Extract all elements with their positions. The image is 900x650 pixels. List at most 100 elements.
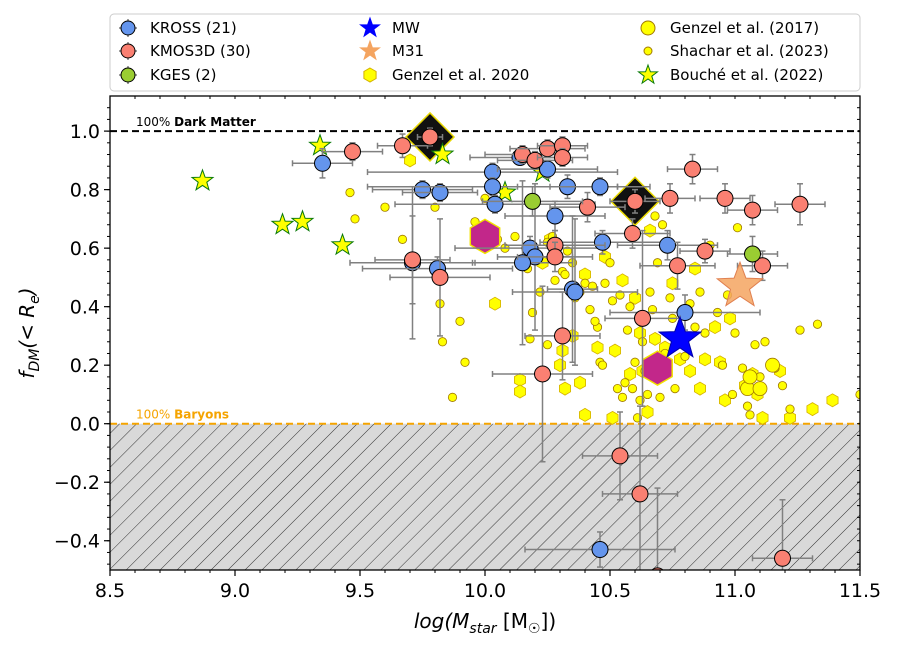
error-point <box>549 191 626 223</box>
data-point <box>404 251 421 269</box>
genzel2020-point <box>709 320 721 335</box>
data-marks <box>190 111 860 570</box>
shachar-point <box>812 319 823 329</box>
shachar-point <box>615 290 625 300</box>
y-tick-label: −0.4 <box>54 531 100 553</box>
genzel2020-point <box>514 384 526 399</box>
baryon-excluded-region <box>110 423 860 570</box>
shachar-point <box>647 304 658 315</box>
shachar-point <box>525 334 535 344</box>
error-point <box>549 177 651 197</box>
error-point <box>511 218 639 366</box>
genzel2020-point <box>624 367 636 381</box>
shachar-point <box>695 287 705 297</box>
genzel2020-point <box>574 375 586 390</box>
shachar-point <box>732 223 743 233</box>
shachar-point <box>585 304 595 315</box>
shachar-point <box>650 211 660 221</box>
x-tick-label: 10.5 <box>589 580 631 602</box>
shachar-point <box>737 363 748 373</box>
data-point <box>484 178 501 196</box>
data-point <box>579 198 596 216</box>
ref-line-label-0: 100% Dark Matter <box>136 115 256 129</box>
legend-marker <box>120 20 136 36</box>
data-point <box>344 143 361 161</box>
genzel2020-point <box>694 381 706 396</box>
shachar-point <box>612 383 623 394</box>
legend-label: KROSS (21) <box>150 19 237 37</box>
data-point <box>669 257 686 275</box>
genzel2020-point <box>641 405 654 419</box>
shachar-point <box>622 325 633 335</box>
shachar-point <box>617 392 628 402</box>
legend-label: Genzel et al. 2020 <box>392 66 529 84</box>
data-point <box>431 268 449 286</box>
legend-frame <box>109 13 861 92</box>
shachar-point <box>760 337 770 347</box>
genzel2020-point <box>826 393 839 408</box>
legend-entry: Bouché et al. (2022) <box>637 63 823 85</box>
error-point <box>751 499 814 570</box>
shachar-point <box>590 316 600 326</box>
data-point <box>791 195 809 213</box>
legend-label: KGES (2) <box>150 66 216 84</box>
shachar-point <box>430 202 440 212</box>
data-point <box>659 236 676 254</box>
y-tick-label: 0.4 <box>70 297 100 319</box>
error-point <box>504 200 606 232</box>
genzel2020-point <box>649 331 661 346</box>
error-point <box>516 241 594 273</box>
data-point <box>754 257 771 275</box>
axes: 8.5 9.0 9.5 10.0 10.5 11.0 11.5 −0.4 −0.2 0.0 0.2 0… <box>15 95 881 637</box>
x-axis-label: log(Mstar [M☉]) <box>414 609 556 637</box>
error-point <box>374 215 451 305</box>
data-point <box>744 245 761 263</box>
shachar-point <box>597 360 608 370</box>
shachar-point <box>680 351 690 362</box>
genzel2020-point <box>488 296 502 311</box>
legend: KROSS (21) KMOS3D (30) KGES (2) MW M31 Genzel… <box>109 13 861 92</box>
legend-entry: Shachar et al. (2023) <box>643 42 829 60</box>
error-point <box>536 147 589 167</box>
shachar-point <box>785 404 795 414</box>
shachar-point <box>727 389 738 400</box>
error-point <box>471 180 574 346</box>
shachar-point <box>455 316 465 326</box>
data-point <box>676 304 694 322</box>
error-point <box>699 183 751 214</box>
data-point <box>539 160 556 178</box>
legend-label: Genzel et al. (2017) <box>670 19 819 37</box>
data-point <box>591 178 609 196</box>
shachar-point <box>560 269 570 280</box>
x-tick-label: 8.5 <box>95 580 125 602</box>
genzel2020-point <box>609 343 621 358</box>
genzel2020-point <box>591 340 604 355</box>
genzel2020-point <box>403 153 417 168</box>
genzel2020-point <box>554 358 566 373</box>
shachar-point <box>745 410 755 420</box>
bouche-star <box>430 141 455 165</box>
data-point <box>634 309 651 327</box>
data-point <box>486 195 504 213</box>
data-point <box>684 160 701 178</box>
data-point <box>414 181 431 199</box>
legend-marker <box>637 63 659 85</box>
x-tick-label: 11.5 <box>839 580 881 602</box>
data-point <box>594 233 611 251</box>
legend-marker <box>640 20 656 36</box>
ref-line-label-1: 100% Baryons <box>136 408 229 422</box>
data-point <box>514 254 531 272</box>
shachar-point <box>657 220 668 230</box>
legend-marker <box>359 39 381 61</box>
shachar-point <box>645 287 655 297</box>
data-point <box>624 225 641 243</box>
legend-entry: M31 <box>359 39 424 61</box>
shachar-point <box>620 378 630 388</box>
error-point <box>639 241 716 290</box>
error-point <box>491 285 594 463</box>
mw-star <box>657 315 703 358</box>
shachar-point <box>345 187 355 198</box>
data-point <box>539 140 556 158</box>
error-point <box>726 235 779 273</box>
